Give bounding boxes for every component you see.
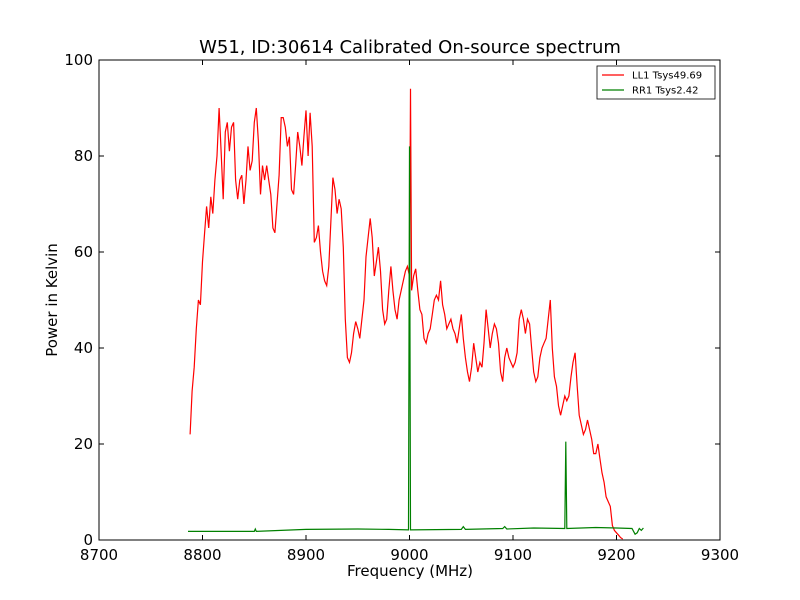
plot-area bbox=[188, 88, 644, 540]
legend-label: RR1 Tsys2.42 bbox=[632, 86, 699, 97]
x-tick-label: 9000 bbox=[390, 546, 428, 564]
legend-box bbox=[596, 65, 716, 100]
axis-ticks: 8700 8800 8900 9000 9100 9200 9300 0 20 40 60 80 100 bbox=[64, 51, 739, 564]
x-tick-label: 8700 bbox=[80, 546, 118, 564]
y-tick-label: 40 bbox=[74, 339, 93, 357]
x-tick-label: 9300 bbox=[701, 546, 739, 564]
legend-label: LL1 Tsys49.69 bbox=[632, 71, 702, 82]
x-tick-label: 9200 bbox=[597, 546, 635, 564]
x-tick-label: 8800 bbox=[183, 546, 221, 564]
x-tick-label: 8900 bbox=[287, 546, 325, 564]
x-axis-label: Frequency (MHz) bbox=[347, 562, 473, 580]
y-tick-label: 0 bbox=[83, 531, 93, 549]
y-tick-label: 80 bbox=[74, 147, 93, 165]
series-line-2 bbox=[188, 146, 644, 536]
x-tick-label: 9100 bbox=[494, 546, 532, 564]
legend: LL1 Tsys49.69 RR1 Tsys2.42 bbox=[596, 65, 716, 100]
chart-title: W51, ID:30614 Calibrated On-source spect… bbox=[199, 37, 621, 58]
y-tick-label: 20 bbox=[74, 435, 93, 453]
series-line-1 bbox=[189, 88, 624, 540]
y-axis-label: Power in Kelvin bbox=[43, 243, 61, 357]
y-tick-label: 60 bbox=[74, 243, 93, 261]
y-tick-label: 100 bbox=[64, 51, 93, 69]
